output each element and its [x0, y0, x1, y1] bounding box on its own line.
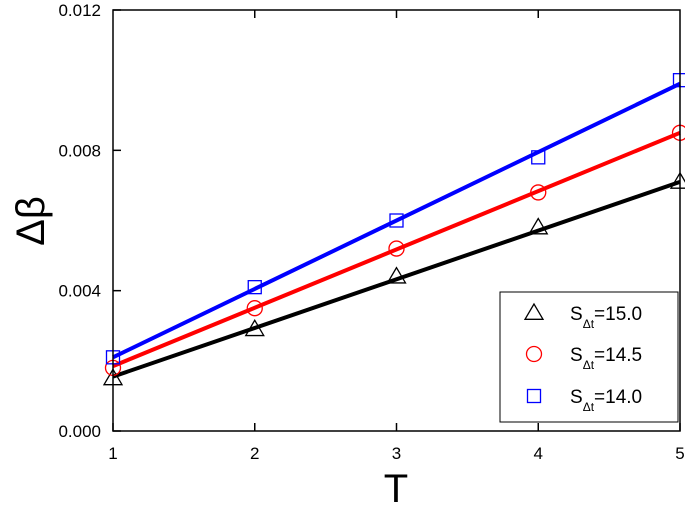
- legend-label: SΔt=14.5: [570, 345, 642, 372]
- x-tick-label: 1: [108, 444, 117, 463]
- y-axis-title: Δβ: [9, 196, 53, 246]
- data-point-triangle: [528, 217, 549, 235]
- data-point-square: [531, 150, 546, 165]
- x-tick-label: 4: [534, 444, 543, 463]
- legend-marker-circle: [525, 345, 543, 363]
- data-point-square: [247, 280, 262, 295]
- fit-line-circle: [112, 130, 681, 368]
- y-tick-label: 0.012: [58, 1, 101, 20]
- fit-line-square: [112, 81, 681, 360]
- legend-label-main: S: [570, 387, 583, 408]
- x-tick-label: 2: [250, 444, 259, 463]
- data-point-triangle: [386, 266, 407, 284]
- x-tick-label: 5: [675, 444, 684, 463]
- legend-label-subscript: Δt: [583, 400, 595, 414]
- legend-label-value: =14.0: [594, 387, 642, 408]
- x-axis-ticks: 1 2 3 4 5: [108, 10, 685, 463]
- data-point-circle: [246, 300, 263, 317]
- legend-label-main: S: [570, 345, 583, 366]
- y-tick-label: 0.000: [58, 422, 101, 441]
- fit-line-triangle: [112, 180, 681, 379]
- fit-lines: [112, 81, 681, 379]
- data-point-circle: [530, 184, 547, 201]
- legend-marker-square: [526, 388, 542, 404]
- legend-box: [499, 291, 679, 423]
- data-point-square: [389, 213, 404, 228]
- legend-label-subscript: Δt: [583, 358, 595, 372]
- data-point-circle: [388, 240, 405, 257]
- legend-label: SΔt=15.0: [570, 304, 642, 331]
- legend-label: SΔt=14.0: [570, 387, 642, 414]
- x-tick-label: 3: [392, 444, 401, 463]
- legend-label-main: S: [570, 304, 583, 325]
- legend-label-subscript: Δt: [583, 317, 595, 331]
- x-axis-title: T: [384, 467, 408, 506]
- y-tick-label: 0.004: [58, 282, 101, 301]
- legend-label-value: =15.0: [594, 304, 642, 325]
- legend-label-value: =14.5: [594, 345, 642, 366]
- legend-marker-triangle: [523, 302, 545, 320]
- data-point-triangle: [244, 318, 265, 337]
- y-tick-label: 0.008: [58, 141, 101, 160]
- y-axis-ticks: 0.000 0.004 0.008 0.012: [58, 1, 121, 441]
